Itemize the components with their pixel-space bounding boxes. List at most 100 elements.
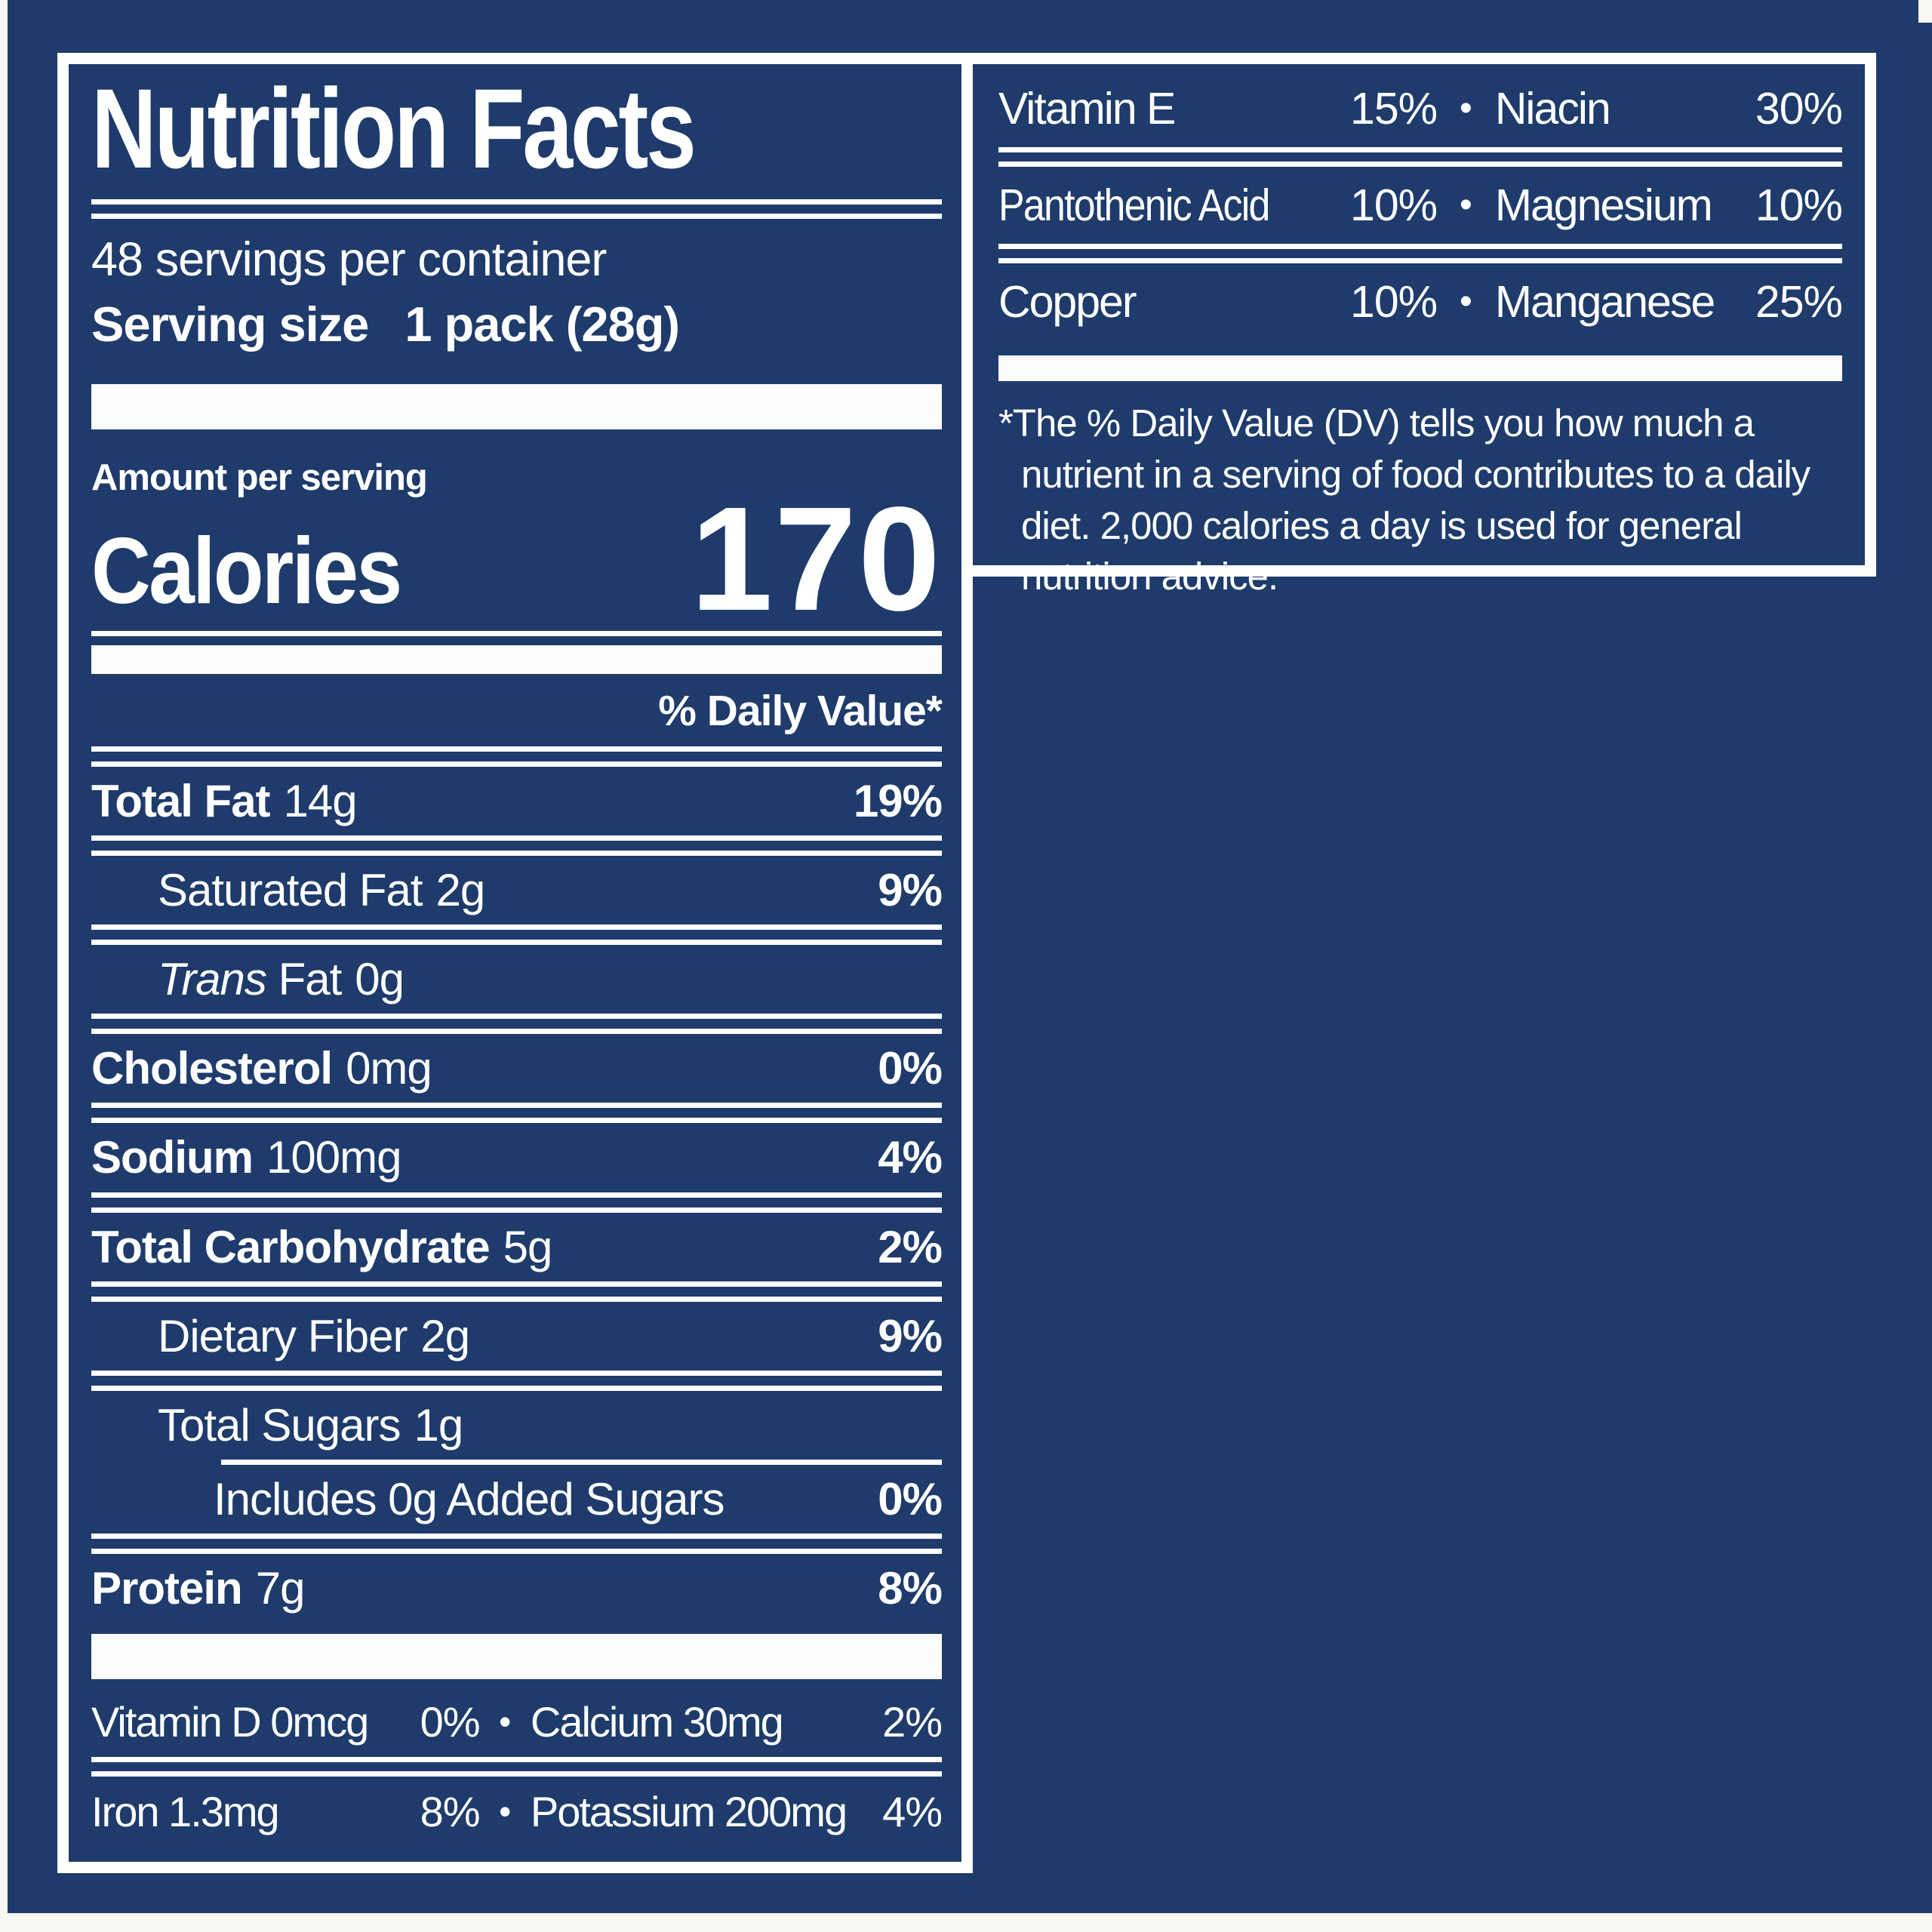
- nutrition-facts-panel: Nutrition Facts 48 servings per containe…: [57, 53, 973, 1873]
- row-separator: [91, 1281, 942, 1302]
- bullet-separator-icon: •: [499, 1702, 512, 1742]
- nutrient-row-trans-fat: Trans Fat 0g: [91, 945, 942, 1014]
- daily-value-header: % Daily Value*: [658, 686, 943, 735]
- title-separator: [91, 199, 942, 219]
- panel-title: Nutrition Facts: [91, 65, 697, 192]
- nutrient-label: Cholesterol: [91, 1043, 333, 1094]
- micronutrient-name: Iron 1.3mg: [91, 1787, 280, 1835]
- nutrient-row-total-fat: Total Fat 14g 19%: [91, 767, 943, 835]
- nutrient-percent: 9%: [878, 1310, 943, 1361]
- nutrient-amount: 100mg: [266, 1132, 401, 1183]
- nutrient-amount: 0mg: [346, 1043, 432, 1094]
- micronutrient-percent: 10%: [1350, 277, 1438, 327]
- bullet-separator-icon: •: [1460, 281, 1472, 321]
- calories-separator: [91, 630, 942, 636]
- row-separator: [998, 147, 1842, 167]
- micronutrient-percent: 10%: [1350, 180, 1438, 230]
- nutrient-amount: 1g: [414, 1400, 464, 1451]
- row-separator: [91, 1103, 942, 1124]
- row-separator: [91, 746, 942, 767]
- serving-size-row: Serving size 1 pack (28g): [91, 296, 942, 352]
- nutrient-percent: 8%: [878, 1563, 943, 1614]
- row-separator: [998, 244, 1842, 263]
- medium-divider: [91, 645, 942, 674]
- nutrient-row-added-sugars: Includes 0g Added Sugars 0%: [91, 1465, 943, 1534]
- calories-value: 170: [690, 476, 942, 641]
- nutrient-row-cholesterol: Cholesterol 0mg 0%: [91, 1034, 943, 1103]
- serving-size-value: 1 pack (28g): [405, 297, 680, 352]
- nutrient-amount: 14g: [283, 775, 358, 826]
- micronutrient-name: Manganese: [1494, 277, 1715, 327]
- daily-value-footnote: *The % Daily Value (DV) tells you how mu…: [998, 401, 1810, 598]
- nutrient-percent: 2%: [878, 1221, 943, 1272]
- calories-label: Calories: [91, 518, 402, 623]
- micronutrient-percent: 2%: [882, 1697, 943, 1746]
- servings-per-container: 48 servings per container: [91, 233, 607, 286]
- serving-size-label: Serving size: [91, 297, 369, 352]
- thick-divider-top: [91, 384, 942, 429]
- nutrient-row-sodium: Sodium 100mg 4%: [91, 1123, 943, 1192]
- nutrient-percent: 0%: [878, 1474, 943, 1525]
- nutrient-label: Total Sugars: [158, 1400, 401, 1451]
- amount-per-serving-label: Amount per serving: [91, 457, 428, 498]
- nutrient-row-dietary-fiber: Dietary Fiber 2g 9%: [91, 1302, 943, 1371]
- nutrient-row-total-sugars: Total Sugars 1g: [91, 1391, 942, 1460]
- micronutrient-name: Potassium 200mg: [530, 1787, 848, 1835]
- nutrient-label: Sodium: [91, 1132, 254, 1183]
- nutrient-label-italic: Trans: [158, 954, 267, 1005]
- calories-row: Calories 170: [91, 476, 942, 641]
- vitamins-panel: Vitamin E 15% • Niacin 30% Pantothenic A…: [961, 53, 1876, 598]
- micronutrient-name: Vitamin E: [998, 84, 1176, 134]
- micronutrient-percent: 10%: [1755, 180, 1843, 230]
- nutrient-label: Total Carbohydrate: [91, 1221, 491, 1272]
- micronutrient-percent: 30%: [1755, 84, 1843, 134]
- row-separator: [91, 1371, 942, 1392]
- photo-edge-top-right: [1918, 0, 1932, 23]
- micronutrient-percent: 15%: [1350, 84, 1438, 134]
- nutrient-label: Includes 0g Added Sugars: [214, 1474, 725, 1525]
- micronutrient-percent: 0%: [420, 1697, 481, 1746]
- row-separator: [91, 924, 942, 946]
- row-separator-indented: [221, 1460, 942, 1466]
- bullet-separator-icon: •: [1460, 185, 1472, 225]
- micronutrient-percent: 4%: [882, 1787, 943, 1835]
- nutrient-row-saturated-fat: Saturated Fat 2g 9%: [91, 856, 943, 924]
- footnote-divider: [998, 355, 1842, 381]
- row-separator: [91, 1014, 942, 1035]
- row-separator: [91, 1756, 942, 1777]
- vitamins-table: Vitamin E 15% • Niacin 30% Pantothenic A…: [998, 70, 1843, 340]
- micronutrient-name: Copper: [998, 277, 1137, 327]
- nutrient-percent: 0%: [878, 1043, 943, 1094]
- row-separator: [91, 835, 942, 856]
- micronutrient-name: Niacin: [1494, 84, 1611, 134]
- nutrient-amount: 0g: [355, 954, 405, 1005]
- nutrient-percent: 9%: [878, 864, 943, 915]
- nutrient-row-total-carbohydrate: Total Carbohydrate 5g 2%: [91, 1213, 943, 1281]
- thick-divider-bottom: [91, 1633, 942, 1679]
- micronutrients-table: Vitamin D 0mcg 0% • Calcium 30mg 2% Iron…: [91, 1687, 943, 1847]
- nutrient-percent: 4%: [878, 1132, 943, 1183]
- nutrient-label: Saturated Fat: [158, 864, 423, 915]
- micronutrient-name: Pantothenic Acid: [998, 180, 1270, 230]
- micronutrient-name: Vitamin D 0mcg: [91, 1697, 369, 1746]
- nutrient-label: Protein: [91, 1563, 243, 1614]
- photo-edge-bottom: [0, 1913, 1932, 1932]
- nutrient-amount: 2g: [435, 864, 486, 915]
- nutrient-label: Total Fat: [91, 775, 271, 826]
- nutrient-label: Dietary Fiber: [158, 1310, 408, 1361]
- micronutrient-name: Calcium 30mg: [530, 1697, 784, 1746]
- photo-edge-left: [0, 0, 8, 1932]
- row-separator: [91, 1534, 942, 1555]
- micronutrient-name: Magnesium: [1494, 180, 1713, 230]
- nutrient-amount: 7g: [255, 1563, 306, 1614]
- bullet-separator-icon: •: [499, 1792, 512, 1832]
- nutrient-label: Fat: [266, 954, 343, 1005]
- bullet-separator-icon: •: [1460, 88, 1472, 128]
- nutrient-amount: 5g: [503, 1221, 553, 1272]
- nutrient-percent: 19%: [853, 775, 943, 826]
- micronutrient-percent: 25%: [1755, 277, 1843, 327]
- nutrient-amount: 2g: [420, 1310, 470, 1361]
- nutrient-row-protein: Protein 7g 8%: [91, 1554, 943, 1623]
- row-separator: [91, 1192, 942, 1213]
- micronutrient-percent: 8%: [420, 1787, 481, 1835]
